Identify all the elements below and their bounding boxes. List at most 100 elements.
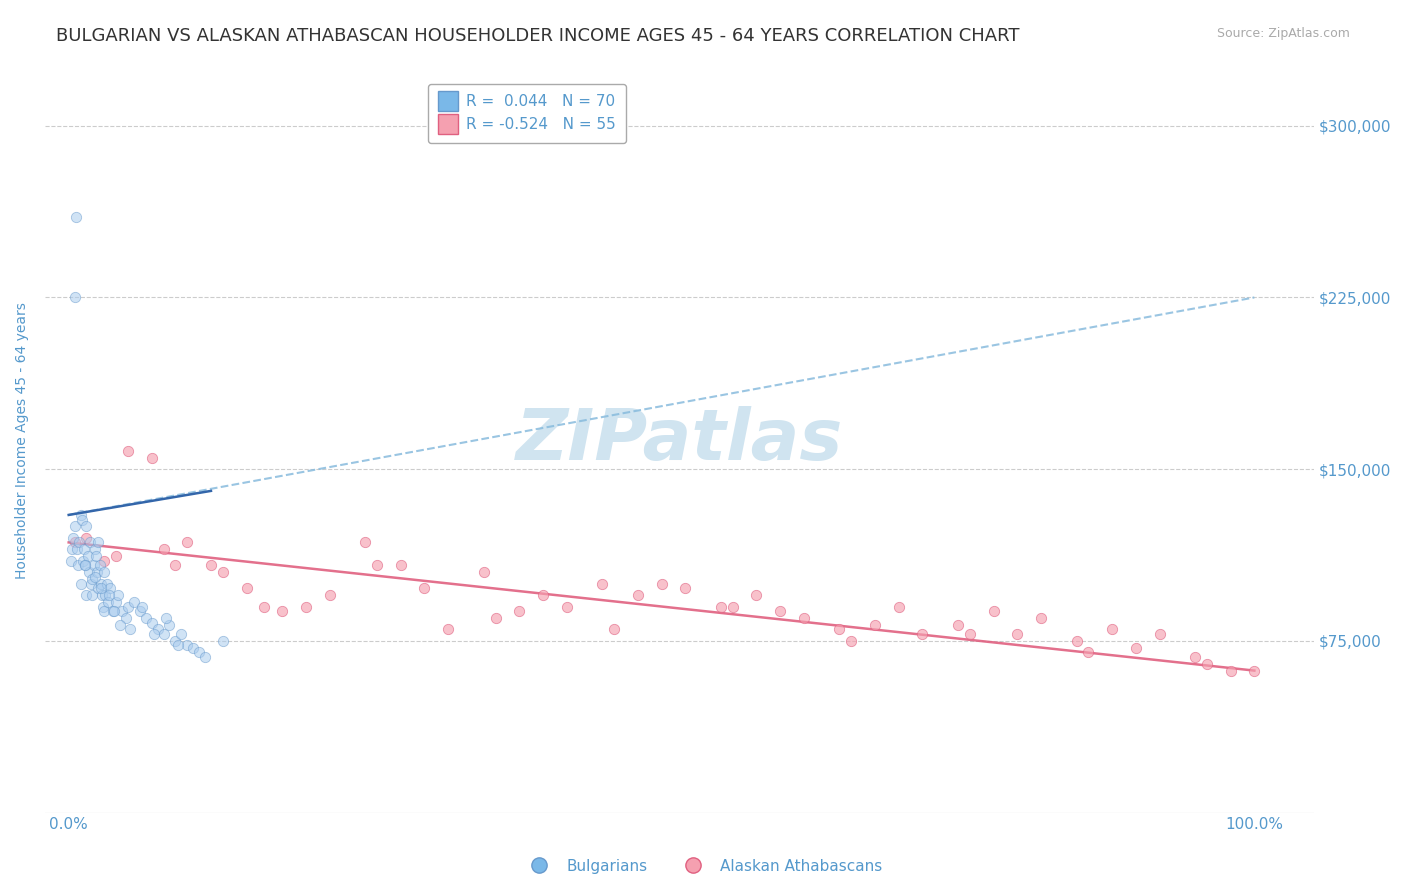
Point	[103, 604, 125, 618]
Point	[131, 599, 153, 614]
Point	[389, 558, 412, 573]
Point	[86, 565, 108, 579]
Point	[673, 581, 696, 595]
Point	[745, 588, 768, 602]
Point	[170, 627, 193, 641]
Point	[69, 508, 91, 522]
Point	[76, 519, 98, 533]
Point	[318, 588, 340, 602]
Point	[176, 535, 198, 549]
Point	[77, 565, 100, 579]
Point	[93, 554, 115, 568]
Point	[627, 588, 650, 602]
Point	[1029, 611, 1052, 625]
Y-axis label: Householder Income Ages 45 - 64 years: Householder Income Ages 45 - 64 years	[15, 302, 30, 579]
Point	[105, 595, 128, 609]
Point	[62, 531, 84, 545]
Point	[83, 542, 105, 557]
Legend: R =  0.044   N = 70, R = -0.524   N = 55: R = 0.044 N = 70, R = -0.524 N = 55	[427, 84, 627, 143]
Point	[1184, 649, 1206, 664]
Point	[87, 581, 110, 595]
Point	[366, 558, 388, 573]
Point	[90, 581, 112, 595]
Point	[65, 211, 87, 225]
Point	[60, 554, 83, 568]
Point	[66, 542, 89, 557]
Point	[105, 549, 128, 563]
Point	[166, 639, 188, 653]
Point	[63, 535, 86, 549]
Point	[603, 623, 626, 637]
Point	[93, 604, 115, 618]
Point	[181, 640, 204, 655]
Point	[155, 611, 177, 625]
Point	[79, 535, 101, 549]
Point	[531, 588, 554, 602]
Point	[710, 599, 733, 614]
Point	[1195, 657, 1218, 671]
Text: ZIPatlas: ZIPatlas	[516, 406, 844, 475]
Point	[122, 595, 145, 609]
Point	[83, 558, 105, 573]
Point	[769, 604, 792, 618]
Point	[591, 576, 613, 591]
Point	[84, 549, 107, 563]
Point	[80, 576, 103, 591]
Point	[98, 588, 121, 602]
Point	[211, 633, 233, 648]
Point	[1101, 623, 1123, 637]
Point	[194, 649, 217, 664]
Point	[67, 535, 90, 549]
Point	[114, 611, 136, 625]
Point	[135, 611, 157, 625]
Point	[63, 519, 86, 533]
Point	[354, 535, 377, 549]
Point	[1077, 645, 1099, 659]
Point	[75, 558, 97, 573]
Point	[89, 558, 111, 573]
Point	[76, 588, 98, 602]
Text: Source: ZipAtlas.com: Source: ZipAtlas.com	[1216, 27, 1350, 40]
Point	[983, 604, 1005, 618]
Point	[97, 595, 120, 609]
Point	[82, 572, 104, 586]
Point	[152, 542, 174, 557]
Text: BULGARIAN VS ALASKAN ATHABASCAN HOUSEHOLDER INCOME AGES 45 - 64 YEARS CORRELATIO: BULGARIAN VS ALASKAN ATHABASCAN HOUSEHOL…	[56, 27, 1019, 45]
Point	[96, 576, 118, 591]
Point	[413, 581, 436, 595]
Legend: Bulgarians, Alaskan Athabascans: Bulgarians, Alaskan Athabascans	[517, 853, 889, 880]
Point	[1149, 627, 1171, 641]
Point	[1125, 640, 1147, 655]
Point	[484, 611, 506, 625]
Point	[271, 604, 294, 618]
Point	[437, 623, 460, 637]
Point	[721, 599, 744, 614]
Point	[93, 565, 115, 579]
Point	[146, 623, 169, 637]
Point	[75, 558, 97, 573]
Point	[839, 633, 862, 648]
Point	[253, 599, 276, 614]
Point	[76, 531, 98, 545]
Point	[911, 627, 934, 641]
Point	[111, 604, 134, 618]
Point	[82, 588, 104, 602]
Point	[73, 542, 96, 557]
Point	[90, 588, 112, 602]
Point	[946, 617, 969, 632]
Point	[98, 581, 121, 595]
Point	[793, 611, 815, 625]
Point	[863, 617, 886, 632]
Point	[1243, 664, 1265, 678]
Point	[508, 604, 530, 618]
Point	[117, 443, 139, 458]
Point	[117, 599, 139, 614]
Point	[83, 570, 105, 584]
Point	[828, 623, 851, 637]
Point	[90, 576, 112, 591]
Point	[165, 558, 187, 573]
Point	[72, 554, 94, 568]
Point	[235, 581, 257, 595]
Point	[60, 542, 83, 557]
Point	[200, 558, 222, 573]
